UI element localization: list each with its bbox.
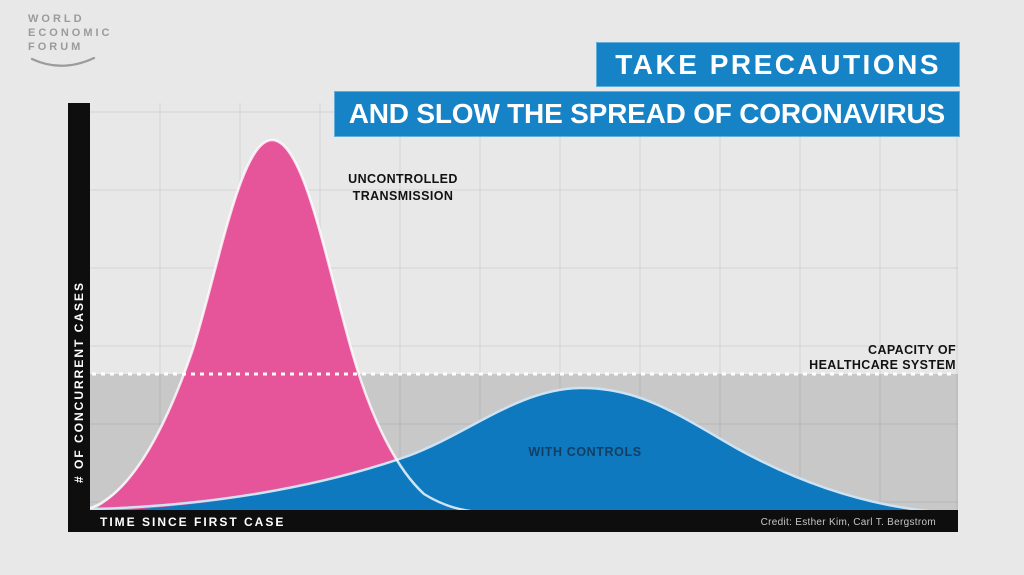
uncontrolled-label-line1: UNCONTROLLED xyxy=(348,172,458,186)
headline-banner-bottom: AND SLOW THE SPREAD OF CORONAVIRUS xyxy=(333,91,960,137)
x-axis-bar xyxy=(68,510,958,532)
with-controls-label: WITH CONTROLS xyxy=(528,445,641,459)
y-axis-bar xyxy=(68,103,90,532)
wef-swoosh-icon xyxy=(30,56,96,67)
wef-logo-line1: WORLD xyxy=(28,13,85,25)
capacity-label-line1: CAPACITY OF xyxy=(868,343,956,357)
uncontrolled-curve-outline xyxy=(86,138,472,513)
wef-logo: WORLD ECONOMIC FORUM xyxy=(28,12,113,72)
headline-text-line2: AND SLOW THE SPREAD OF CORONAVIRUS xyxy=(348,98,945,129)
with-controls-curve-outline xyxy=(90,386,930,513)
headline-banner-top: TAKE PRECAUTIONS xyxy=(596,42,960,87)
uncontrolled-label-line2: TRANSMISSION xyxy=(353,189,454,203)
uncontrolled-transmission-curve xyxy=(88,140,472,512)
credit-text: Credit: Esther Kim, Carl T. Bergstrom xyxy=(761,517,936,528)
capacity-label-line2: HEALTHCARE SYSTEM xyxy=(809,358,956,372)
wef-logo-line3: FORUM xyxy=(28,41,84,53)
x-axis-label: TIME SINCE FIRST CASE xyxy=(100,515,285,529)
with-controls-curve xyxy=(90,387,930,512)
wef-logo-line2: ECONOMIC xyxy=(28,27,113,39)
headline-text-line1: TAKE PRECAUTIONS xyxy=(615,48,941,80)
y-axis-label: # OF CONCURRENT CASES xyxy=(72,281,86,483)
